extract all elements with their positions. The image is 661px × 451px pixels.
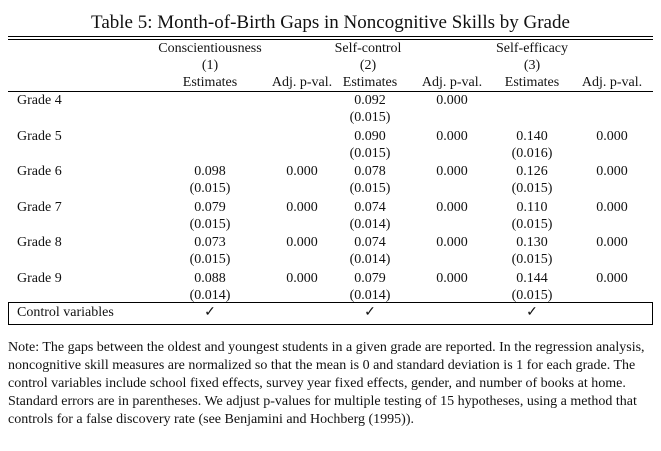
table-note: Note: The gaps between the oldest and yo… bbox=[8, 339, 658, 429]
estimate-cell: 0.079 bbox=[194, 199, 226, 215]
left-border bbox=[8, 302, 9, 325]
adj-pval-cell: 0.000 bbox=[436, 164, 468, 179]
estimate-cell: 0.110 bbox=[516, 199, 548, 215]
std-error-cell: (0.015) bbox=[511, 287, 553, 303]
estimate-cell: 0.073 bbox=[194, 235, 226, 250]
std-error-cell: (0.015) bbox=[349, 181, 391, 196]
std-error-cell: (0.015) bbox=[511, 181, 553, 196]
adj-pval-cell: 0.000 bbox=[596, 199, 628, 215]
std-error-cell: (0.014) bbox=[189, 287, 231, 303]
estimate-cell: 0.140 bbox=[516, 128, 548, 144]
header-rule bbox=[8, 91, 653, 92]
std-error-cell: (0.014) bbox=[349, 252, 391, 267]
row-label: Grade 4 bbox=[17, 93, 62, 108]
adj-pval-cell: 0.000 bbox=[286, 235, 318, 250]
std-error-cell: (0.015) bbox=[511, 252, 553, 267]
std-error-cell: (0.014) bbox=[349, 287, 391, 303]
group-header-conscientiousness: Conscientiousness bbox=[158, 41, 262, 56]
top-double-rule-upper bbox=[8, 36, 653, 37]
col-header-estimates-3: Estimates bbox=[504, 75, 560, 90]
std-error-cell: (0.015) bbox=[349, 145, 391, 161]
adj-pval-cell: 0.000 bbox=[436, 128, 468, 144]
std-error-cell: (0.014) bbox=[349, 216, 391, 232]
adj-pval-cell: 0.000 bbox=[286, 199, 318, 215]
row-label: Grade 7 bbox=[17, 199, 62, 215]
col-header-estimates-2: Estimates bbox=[342, 75, 398, 90]
adj-pval-cell: 0.000 bbox=[436, 93, 468, 108]
row-label: Grade 6 bbox=[17, 164, 62, 179]
column-number-3: (3) bbox=[523, 58, 541, 73]
right-border bbox=[652, 302, 653, 325]
estimate-cell: 0.078 bbox=[354, 164, 386, 179]
estimate-cell: 0.098 bbox=[194, 164, 226, 179]
std-error-cell: (0.015) bbox=[189, 181, 231, 196]
std-error-cell: (0.016) bbox=[511, 145, 553, 161]
adj-pval-cell: 0.000 bbox=[596, 164, 628, 179]
adj-pval-cell: 0.000 bbox=[436, 199, 468, 215]
col-header-adj-pval-3: Adj. p-val. bbox=[581, 75, 643, 90]
estimate-cell: 0.074 bbox=[354, 199, 386, 215]
adj-pval-cell: 0.000 bbox=[596, 128, 628, 144]
adj-pval-cell: 0.000 bbox=[286, 270, 318, 286]
adj-pval-cell: 0.000 bbox=[596, 235, 628, 250]
estimate-cell: 0.088 bbox=[194, 270, 226, 286]
estimate-cell: 0.074 bbox=[354, 235, 386, 250]
estimate-cell: 0.130 bbox=[516, 235, 548, 250]
row-label: Grade 8 bbox=[17, 235, 62, 250]
controls-check-1: ✓ bbox=[204, 305, 216, 320]
column-number-2: (2) bbox=[359, 58, 377, 73]
std-error-cell: (0.015) bbox=[349, 110, 391, 125]
col-header-adj-pval-2: Adj. p-val. bbox=[421, 75, 483, 90]
col-header-estimates-1: Estimates bbox=[182, 75, 238, 90]
bottom-rule bbox=[8, 324, 653, 325]
group-header-self-efficacy: Self-efficacy bbox=[495, 41, 569, 56]
group-header-self-control: Self-control bbox=[334, 41, 402, 56]
table-title: Table 5: Month-of-Birth Gaps in Noncogni… bbox=[91, 12, 570, 33]
estimate-cell: 0.126 bbox=[516, 164, 548, 179]
adj-pval-cell: 0.000 bbox=[436, 235, 468, 250]
adj-pval-cell: 0.000 bbox=[286, 164, 318, 179]
row-label: Grade 9 bbox=[17, 270, 62, 286]
controls-top-rule bbox=[8, 302, 653, 303]
estimate-cell: 0.079 bbox=[354, 270, 386, 286]
estimate-cell: 0.092 bbox=[354, 93, 386, 108]
column-number-1: (1) bbox=[201, 58, 219, 73]
std-error-cell: (0.015) bbox=[189, 252, 231, 267]
adj-pval-cell: 0.000 bbox=[436, 270, 468, 286]
std-error-cell: (0.015) bbox=[189, 216, 231, 232]
controls-check-3: ✓ bbox=[526, 305, 538, 320]
controls-check-2: ✓ bbox=[364, 305, 376, 320]
adj-pval-cell: 0.000 bbox=[596, 270, 628, 286]
row-label: Grade 5 bbox=[17, 128, 62, 144]
controls-label: Control variables bbox=[17, 305, 114, 320]
top-double-rule-lower bbox=[8, 39, 653, 40]
col-header-adj-pval-1: Adj. p-val. bbox=[271, 75, 333, 90]
std-error-cell: (0.015) bbox=[511, 216, 553, 232]
note-text: Note: The gaps between the oldest and yo… bbox=[8, 340, 645, 427]
estimate-cell: 0.144 bbox=[516, 270, 548, 286]
estimate-cell: 0.090 bbox=[354, 128, 386, 144]
